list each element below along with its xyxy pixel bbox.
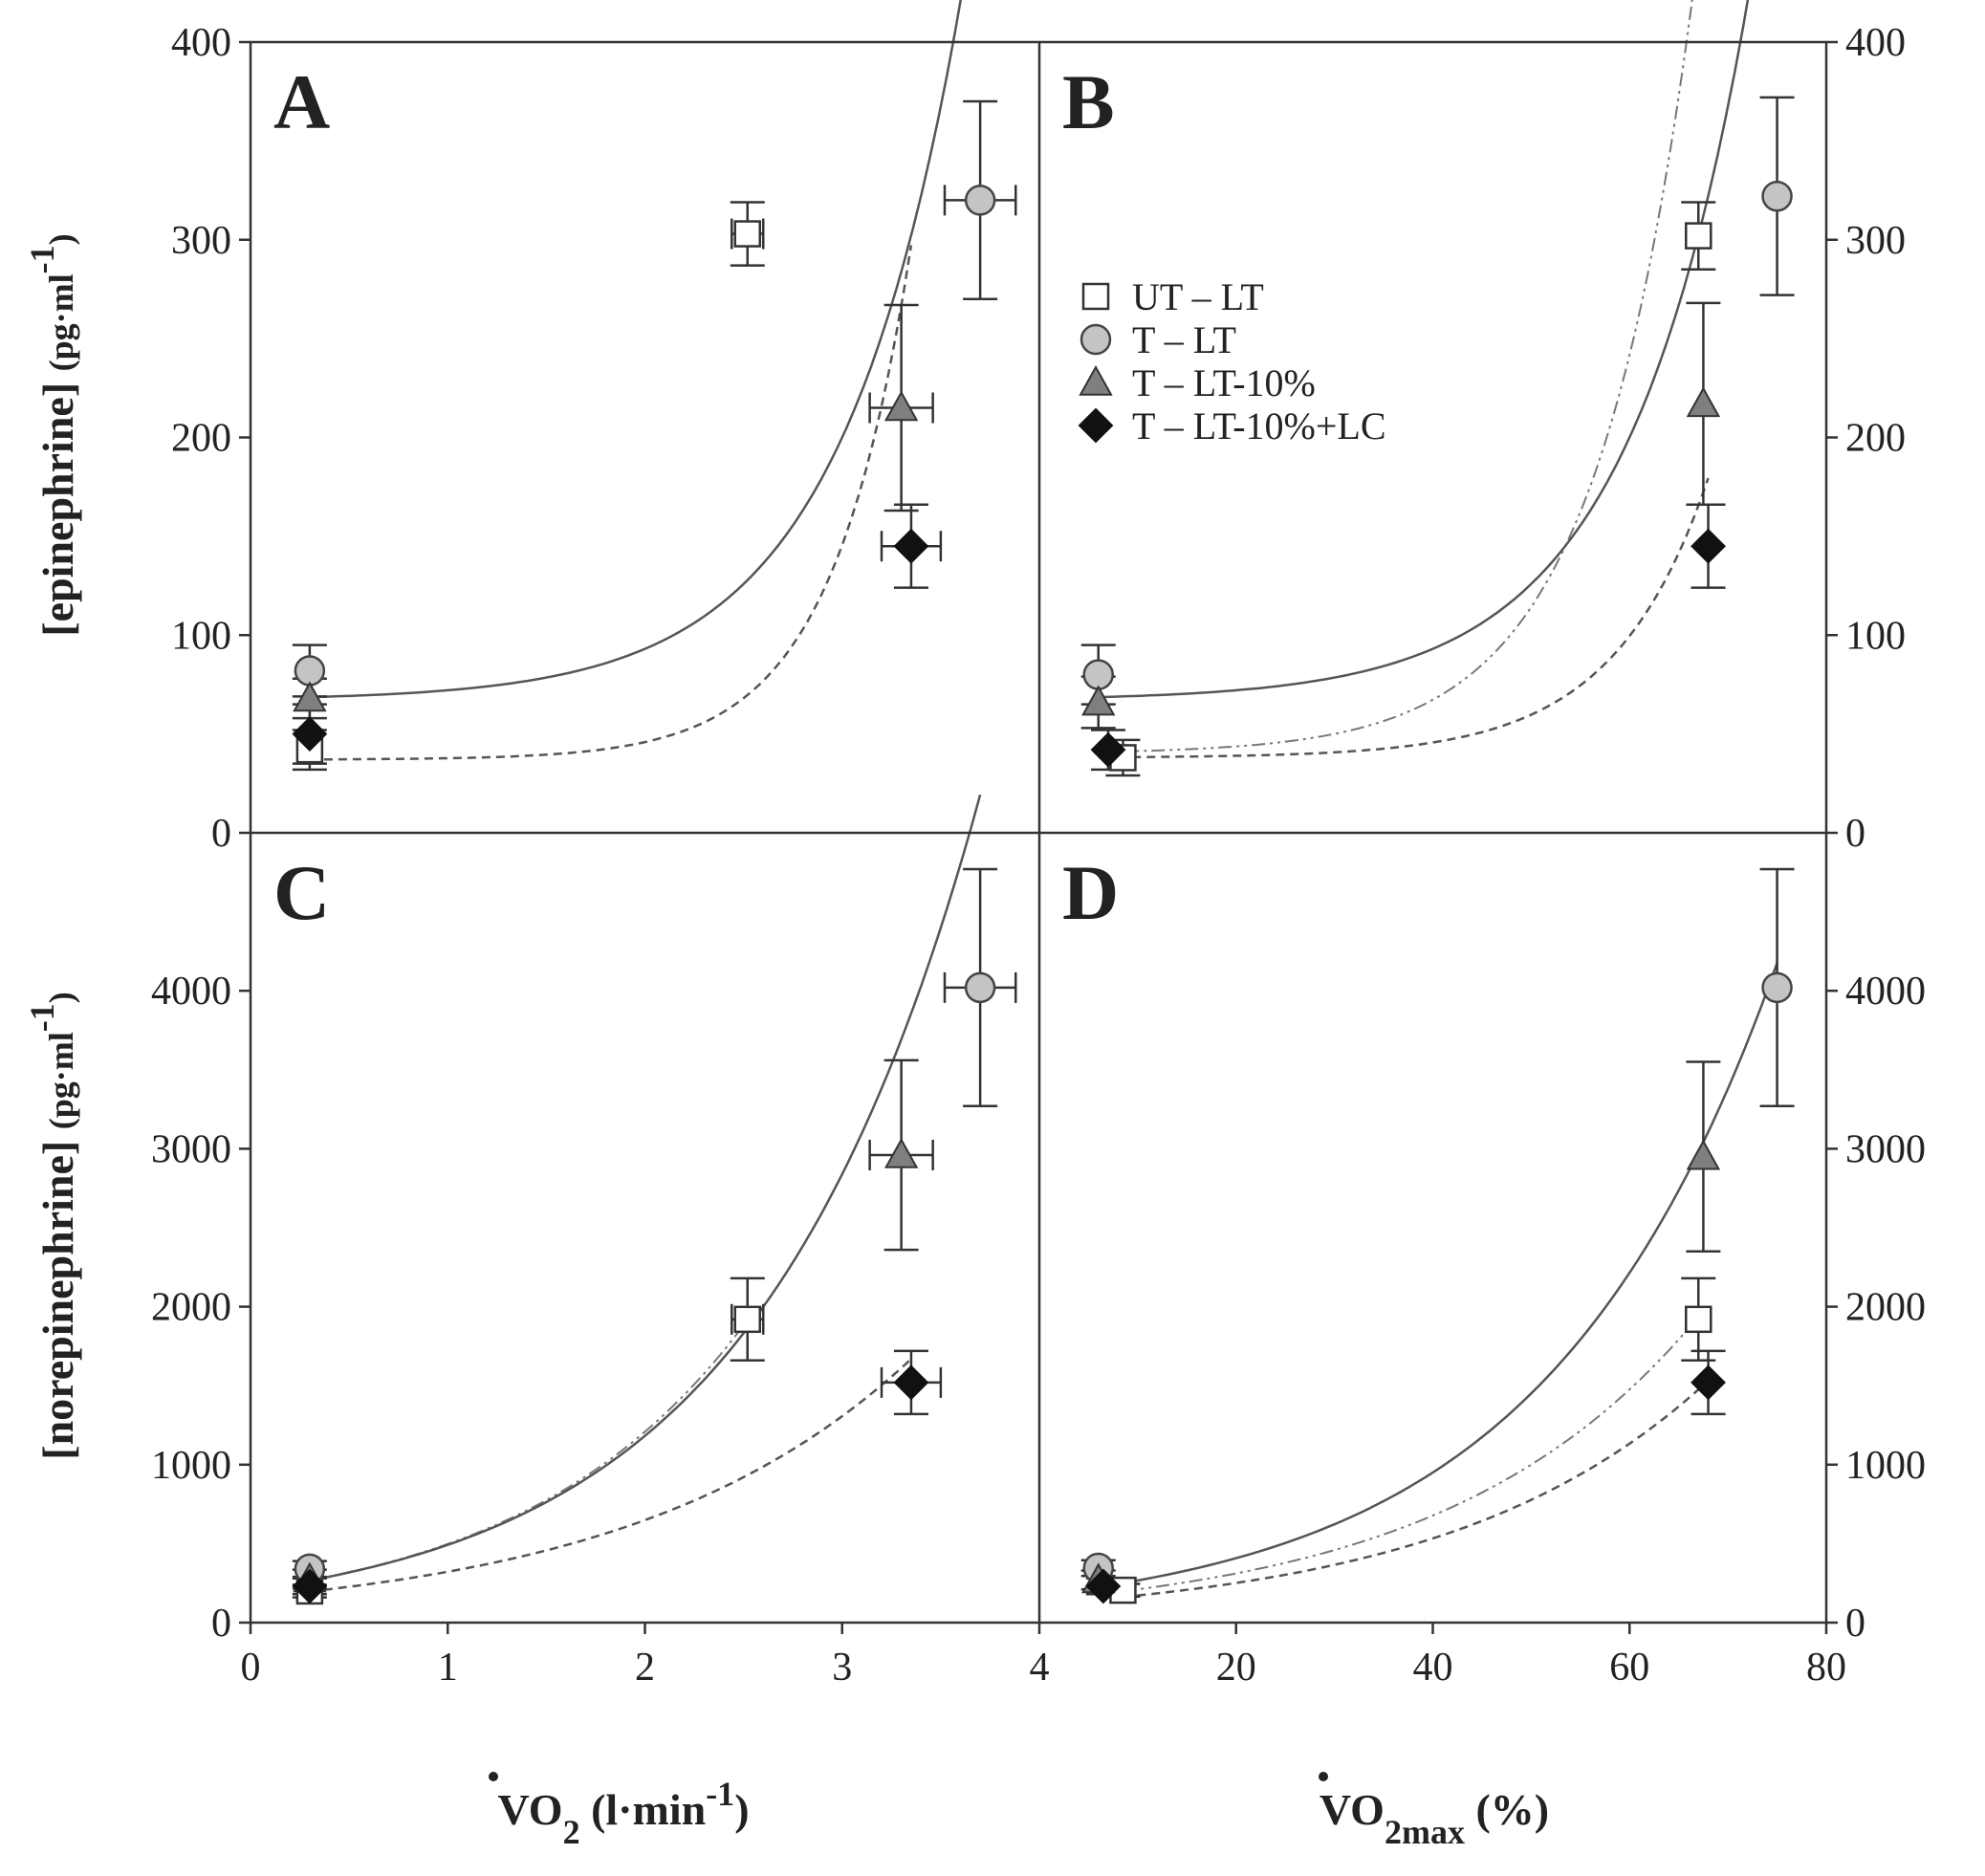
y-tick-label-epinephrine-right: 100	[1845, 614, 1906, 658]
y-tick-label-norepinephrine-left: 4000	[151, 970, 231, 1014]
data-point-t_lt10-1	[883, 1137, 919, 1168]
data-point-t_lt-0	[1082, 659, 1114, 690]
data-point-t_lt-1	[1761, 971, 1793, 1004]
data-point-t_lt-1	[964, 971, 996, 1004]
x-tick-label-vo2: 2	[635, 1646, 655, 1690]
y-tick-label-norepinephrine-right: 2000	[1845, 1286, 1926, 1330]
fit-curve-ut_lt	[1118, 0, 1693, 753]
y-tick-label-epinephrine-left: 0	[211, 812, 231, 856]
y-tick-label-norepinephrine-right: 4000	[1845, 970, 1926, 1014]
y-tick-label-epinephrine-left: 400	[171, 21, 231, 65]
x-tick-label-vo2max: 80	[1806, 1646, 1846, 1690]
legend-marker-t_lt10	[1079, 364, 1113, 396]
fit-curve-t_lt10lc	[309, 245, 913, 761]
y-tick-label-norepinephrine-right: 3000	[1845, 1127, 1926, 1171]
fit-curve-ut_lt	[309, 1319, 749, 1582]
y-tick-label-norepinephrine-left: 2000	[151, 1286, 231, 1330]
data-point-t_lt10lc-1	[893, 528, 929, 564]
data-point-t_lt10-1	[1686, 1139, 1721, 1170]
fit-curve-ut_lt	[1123, 1316, 1700, 1593]
x-tick-label-vo2max: 40	[1413, 1646, 1453, 1690]
y-axis-title-epinephrine: [epinephrine] (pg·ml-1)	[23, 233, 82, 636]
panels-layer: A B C D	[273, 0, 1795, 1605]
data-point-ut_lt-1	[1685, 222, 1712, 250]
legend-marker-t_lt	[1080, 323, 1112, 356]
x-tick-label-vo2: 0	[241, 1646, 261, 1690]
x-tick-label-vo2: 1	[438, 1646, 458, 1690]
legend-marker-ut_lt	[1081, 282, 1110, 311]
data-point-t_lt10lc-0	[292, 716, 328, 753]
data-point-ut_lt-1	[733, 1305, 761, 1334]
y-tick-label-norepinephrine-right: 1000	[1845, 1444, 1926, 1488]
data-point-t_lt-1	[1761, 181, 1793, 212]
fit-curve-t_lt10lc	[1118, 477, 1710, 759]
y-tick-label-epinephrine-left: 200	[171, 417, 231, 461]
y-tick-label-epinephrine-left: 100	[171, 614, 231, 658]
y-tick-label-epinephrine-left: 300	[171, 219, 231, 263]
fit-curve-t_lt	[309, 794, 982, 1582]
panel-letter-C: C	[273, 849, 330, 936]
fit-curve-t_lt	[309, 0, 962, 699]
y-tick-label-norepinephrine-right: 0	[1845, 1602, 1865, 1646]
panel-letter-A: A	[273, 58, 330, 145]
y-tick-label-norepinephrine-left: 0	[211, 1602, 231, 1646]
data-point-t_lt10-1	[883, 390, 919, 422]
panel-letter-B: B	[1062, 58, 1115, 145]
data-point-t_lt10-0	[1081, 685, 1116, 716]
vdot-mark	[489, 1772, 498, 1781]
fit-curve-t_lt10lc	[309, 1358, 912, 1593]
panel-D: D	[1062, 849, 1795, 1604]
axes-layer: 0100200300400010020030040001000200030004…	[23, 21, 1926, 1851]
y-axis-title-norepinephrine: [norepinephrine] (pg·ml-1)	[23, 992, 82, 1459]
vdot-mark	[1319, 1772, 1328, 1781]
data-point-t_lt10lc-0	[1085, 1568, 1122, 1604]
legend-label-t_lt: T – LT	[1132, 318, 1236, 361]
data-point-t_lt10lc-1	[893, 1364, 929, 1401]
legend-label-t_lt10: T – LT-10%	[1132, 361, 1316, 404]
x-tick-label-vo2max: 60	[1609, 1646, 1649, 1690]
panel-B: B	[1062, 0, 1795, 777]
x-axis-title-vo2max: VO2max (%)	[1320, 1785, 1549, 1851]
x-axis-title-vo2: VO2 (l·min-1)	[497, 1775, 749, 1851]
y-tick-label-norepinephrine-left: 1000	[151, 1444, 231, 1488]
panel-letter-D: D	[1062, 849, 1119, 936]
legend-label-ut_lt: UT – LT	[1132, 275, 1264, 318]
y-tick-label-epinephrine-right: 300	[1845, 219, 1906, 263]
data-point-t_lt10lc-0	[1090, 731, 1126, 768]
data-point-t_lt10lc-0	[292, 1568, 328, 1604]
data-point-ut_lt-1	[1685, 1305, 1712, 1334]
panel-C: C	[273, 794, 1017, 1605]
x-tick-label-vo2: 3	[832, 1646, 852, 1690]
legend-label-t_lt10lc: T – LT-10%+LC	[1132, 404, 1386, 447]
y-tick-label-norepinephrine-left: 3000	[151, 1127, 231, 1171]
data-point-t_lt10-0	[293, 681, 327, 712]
fit-curve-t_lt	[1123, 962, 1778, 1584]
data-point-t_lt10-1	[1686, 386, 1721, 418]
y-tick-label-epinephrine-right: 400	[1845, 21, 1906, 65]
y-tick-label-epinephrine-right: 200	[1845, 417, 1906, 461]
data-point-t_lt10lc-1	[1691, 528, 1726, 564]
legend-marker-t_lt10lc	[1078, 407, 1114, 444]
panel-A: A	[273, 0, 1017, 772]
x-tick-label-vo2: 4	[1030, 1646, 1050, 1690]
data-point-t_lt-1	[964, 185, 996, 216]
data-point-ut_lt-1	[733, 220, 761, 248]
data-point-t_lt-0	[294, 655, 326, 687]
y-tick-label-epinephrine-right: 0	[1845, 812, 1865, 856]
fit-curve-t_lt	[1098, 0, 1750, 699]
data-point-t_lt10lc-1	[1691, 1364, 1726, 1401]
x-tick-label-vo2max: 20	[1216, 1646, 1256, 1690]
legend: UT – LTT – LTT – LT-10%T – LT-10%+LC	[1078, 275, 1386, 447]
